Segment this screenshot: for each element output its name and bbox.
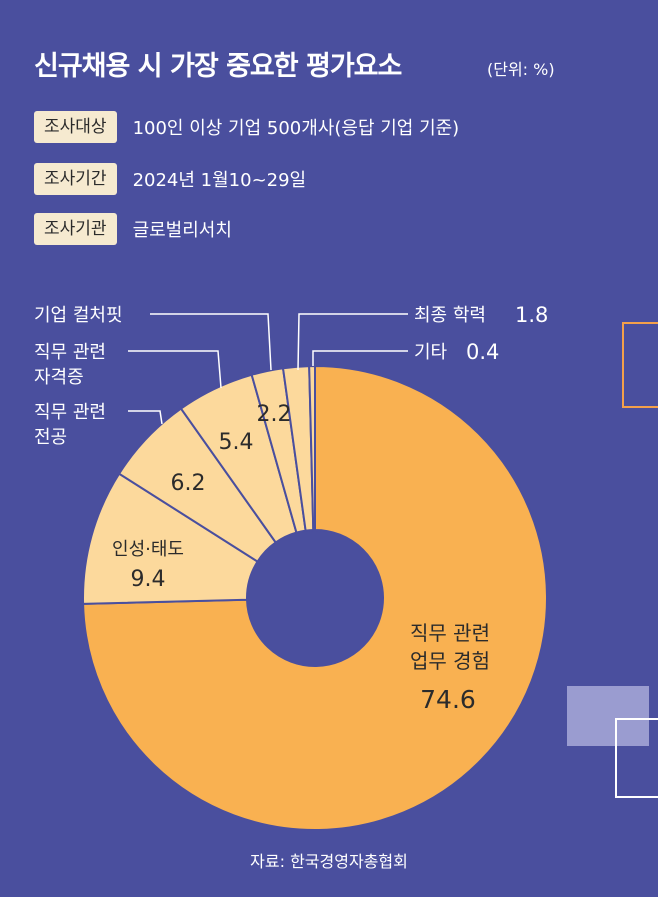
label-insung-value: 9.4 — [131, 567, 166, 592]
survey-target-row: 조사대상 100인 이상 기업 500개사(응답 기업 기준) — [34, 110, 459, 144]
label-major-value: 74.6 — [420, 685, 476, 714]
label-gita: 기타 — [414, 342, 448, 363]
survey-period-value: 2024년 1월10~29일 — [132, 170, 307, 191]
label-gita-value: 0.4 — [466, 340, 499, 364]
survey-period-row: 조사기간 2024년 1월10~29일 — [34, 162, 306, 196]
chart-labels: 직무 관련 업무 경험 74.6 인성·태도 9.4 6.2 5.4 2.2 기… — [34, 303, 548, 714]
label-haklyeok-value: 1.8 — [515, 303, 548, 327]
chart-title: 신규채용 시 가장 중요한 평가요소 — [34, 51, 402, 82]
leader-lines — [128, 313, 408, 425]
label-jagyeok-line1: 직무 관련 — [34, 342, 106, 363]
label-jagyeok-value: 5.4 — [219, 430, 254, 455]
label-culture: 기업 컬처핏 — [34, 305, 123, 326]
label-major-line1: 직무 관련 — [410, 621, 490, 645]
label-haklyeok: 최종 학력 — [414, 305, 486, 326]
survey-agency-row: 조사기관 글로벌리서치 — [34, 212, 232, 246]
survey-target-value: 100인 이상 기업 500개사(응답 기업 기준) — [132, 118, 460, 139]
label-major-line2: 업무 경험 — [410, 649, 490, 673]
leader-line-haklyeok — [297, 313, 408, 371]
label-insung: 인성·태도 — [112, 539, 184, 560]
deco-white-outline-square — [615, 718, 658, 798]
slice-7 — [308, 364, 316, 532]
label-jeongong-line1: 직무 관련 — [34, 402, 106, 423]
deco-orange-outline-square — [622, 322, 658, 408]
donut-slices — [82, 364, 548, 831]
label-jeongong-value: 6.2 — [171, 471, 206, 496]
leader-line-culture — [150, 313, 272, 371]
leader-line-jagyeok — [128, 350, 222, 389]
survey-target-badge: 조사대상 — [34, 111, 117, 143]
label-jagyeok-line2: 자격증 — [34, 367, 84, 388]
survey-agency-value: 글로벌리서치 — [132, 220, 232, 241]
slice-2 — [82, 472, 259, 605]
survey-agency-badge: 조사기관 — [34, 213, 117, 245]
survey-period-badge: 조사기간 — [34, 163, 117, 195]
leader-line-gita — [312, 350, 408, 366]
slice-1 — [82, 364, 548, 831]
label-jeongong-line2: 전공 — [34, 427, 67, 448]
source-credit: 자료: 한국경영자총협회 — [250, 852, 408, 871]
leader-line-jeongong — [128, 410, 163, 425]
label-culture-value: 2.2 — [257, 402, 292, 427]
unit-label: (단위: %) — [487, 60, 555, 79]
deco-lavender-square — [567, 686, 649, 746]
